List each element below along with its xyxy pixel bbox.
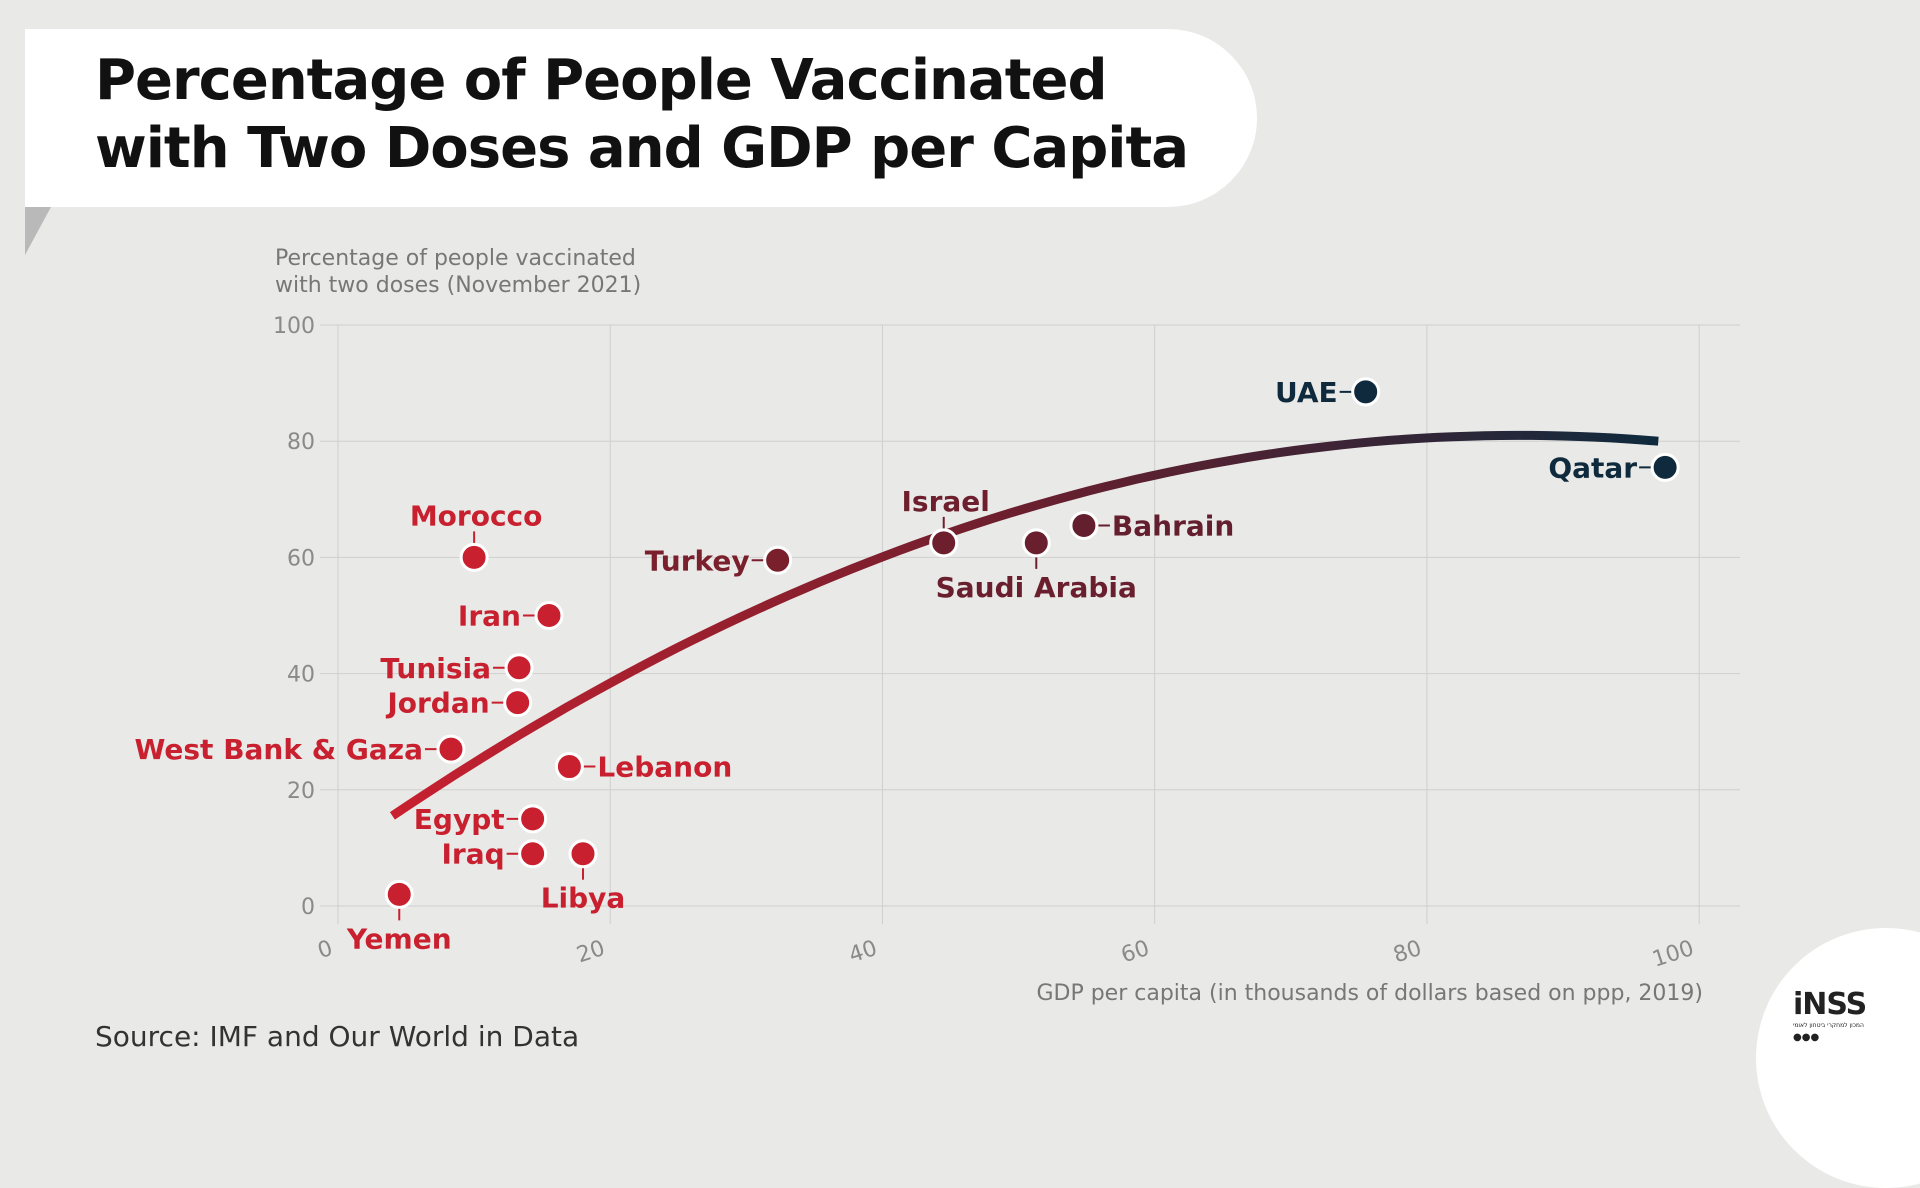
point-label: Bahrain [1112,509,1234,542]
x-tick-label: 60 [1118,936,1152,968]
inss-logo: iNSS המכון למחקרי ביטחון לאומי ●●● [1793,990,1893,1044]
logo-dots-icon: ●●● [1793,1032,1820,1043]
data-point [534,601,564,630]
logo-subtitle: המכון למחקרי ביטחון לאומי [1793,1022,1864,1029]
point-label: Tunisia [380,652,491,685]
point-label: Turkey [645,544,750,577]
point-label: Iraq [441,838,504,871]
y-axis-title-line-1: Percentage of people vaccinated [275,246,636,271]
x-axis-title: GDP per capita (in thousands of dollars … [1036,981,1703,1006]
x-tick-label: 0 [315,936,336,964]
y-tick-label: 0 [301,895,315,920]
y-tick-label: 100 [273,314,315,339]
chart-title-line-2: with Two Doses and GDP per Capita [95,116,1189,181]
point-label: Iran [458,600,521,633]
x-tick-label: 40 [846,936,880,968]
data-point [763,545,793,575]
data-point [503,688,533,718]
data-point [1351,377,1381,407]
data-point [384,879,414,909]
y-tick-label: 60 [287,546,315,571]
point-label: Saudi Arabia [936,571,1137,604]
data-point [518,804,548,834]
scatter-chart: 0 20 40 60 80 100 0 20 40 60 80 100 Percentage of pe… [135,246,1740,1006]
point-label: Lebanon [597,751,732,784]
point-label: Yemen [346,922,452,955]
title-card [25,29,1257,207]
data-point [1650,452,1680,482]
data-point [929,528,959,558]
data-point [1021,528,1051,558]
point-label: Jordan [385,687,489,720]
data-point [459,542,489,572]
y-axis-title-line-2: with two doses (November 2021) [275,273,641,298]
x-tick-label: 80 [1390,936,1424,968]
data-point [1069,510,1099,540]
logo-wordmark: iNSS [1793,987,1867,1022]
point-label: Qatar [1548,451,1637,484]
source-note: Source: IMF and Our World in Data [95,1020,580,1053]
y-tick-label: 20 [287,779,315,804]
point-label: Israel [902,485,990,518]
y-tick-label: 80 [287,430,315,455]
x-tick-label: 20 [574,936,608,968]
x-tick-label: 100 [1649,936,1697,973]
point-label: Libya [541,882,626,915]
data-point [568,839,598,869]
trend-line [389,430,1659,820]
data-point [436,734,466,764]
point-label: UAE [1275,376,1338,409]
chart-title-line-1: Percentage of People Vaccinated [95,48,1108,113]
point-label: Egypt [414,803,505,836]
data-point [518,839,548,869]
point-label: Morocco [410,499,543,532]
data-point [504,653,534,683]
title-fold-decoration [25,207,51,255]
chart-title: Percentage of People Vaccinated with Two… [95,47,1215,183]
data-point [554,752,584,782]
point-label: West Bank & Gaza [135,733,423,766]
y-tick-label: 40 [287,663,315,688]
